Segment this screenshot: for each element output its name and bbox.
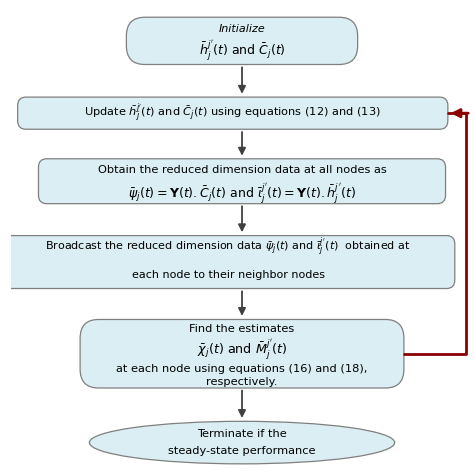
- Text: Obtain the reduced dimension data at all nodes as: Obtain the reduced dimension data at all…: [98, 165, 386, 175]
- FancyBboxPatch shape: [127, 17, 358, 64]
- Text: each node to their neighbor nodes: each node to their neighbor nodes: [132, 270, 325, 280]
- Text: $\bar{h}_j^{j'}(t)$ and $\bar{C}_j(t)$: $\bar{h}_j^{j'}(t)$ and $\bar{C}_j(t)$: [199, 38, 285, 62]
- Text: $\bar{\psi}_j(t)=\boldsymbol{\Upsilon}(t).\bar{C}_j(t)$ and $\bar{\iota}_j^{j'}(: $\bar{\psi}_j(t)=\boldsymbol{\Upsilon}(t…: [128, 181, 356, 204]
- FancyBboxPatch shape: [80, 319, 404, 388]
- Text: Initialize: Initialize: [219, 24, 265, 34]
- Text: $\bar{\chi}_j(t)$ and $\bar{M}_j^{j'}(t)$: $\bar{\chi}_j(t)$ and $\bar{M}_j^{j'}(t)…: [197, 337, 287, 361]
- Text: at each node using equations (16) and (18),: at each node using equations (16) and (1…: [116, 364, 368, 374]
- FancyBboxPatch shape: [38, 159, 446, 204]
- Text: steady-state performance: steady-state performance: [168, 446, 316, 456]
- Text: Update $\bar{h}_j^{j'}(t)$ and $\bar{C}_j(t)$ using equations (12) and (13): Update $\bar{h}_j^{j'}(t)$ and $\bar{C}_…: [84, 101, 381, 125]
- Text: Terminate if the: Terminate if the: [197, 429, 287, 439]
- Ellipse shape: [90, 421, 395, 464]
- Text: Find the estimates: Find the estimates: [190, 324, 295, 334]
- FancyBboxPatch shape: [1, 236, 455, 289]
- FancyBboxPatch shape: [18, 97, 448, 129]
- Text: Broadcast the reduced dimension data $\bar{\psi}_j(t)$ and $\bar{\iota}_j^{j'}(t: Broadcast the reduced dimension data $\b…: [46, 237, 411, 259]
- Text: respectively.: respectively.: [206, 377, 278, 387]
